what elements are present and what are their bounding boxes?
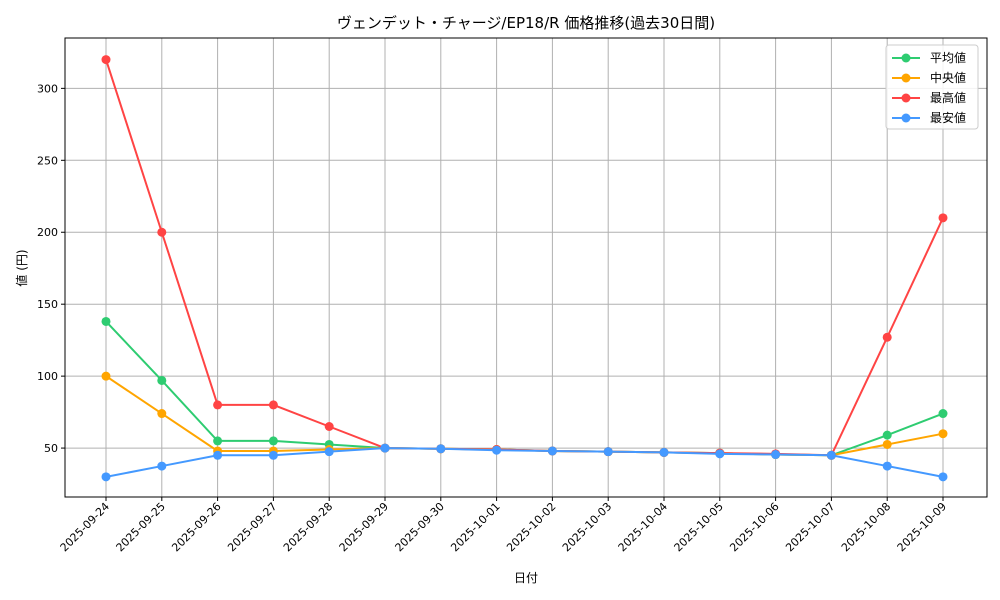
series-1 xyxy=(101,371,948,460)
data-point xyxy=(268,436,278,446)
chart-title: ヴェンデット・チャージ/EP18/R 価格推移(過去30日間) xyxy=(337,14,715,32)
x-tick-label: 2025-09-29 xyxy=(337,500,391,554)
data-point xyxy=(101,316,111,326)
legend-label: 中央値 xyxy=(930,70,966,85)
legend-marker xyxy=(901,73,911,83)
x-tick-label: 2025-10-08 xyxy=(839,500,893,554)
series-line xyxy=(105,375,944,457)
data-point xyxy=(771,450,781,460)
x-tick-label: 2025-10-03 xyxy=(560,500,614,554)
data-point xyxy=(882,430,892,440)
series-line xyxy=(105,447,944,478)
legend-marker xyxy=(901,53,911,63)
series-2 xyxy=(101,55,948,460)
y-tick-label: 200 xyxy=(37,226,58,239)
data-point xyxy=(157,375,167,385)
plot-frame xyxy=(64,37,988,498)
data-point xyxy=(324,447,334,457)
y-tick-label: 150 xyxy=(37,298,58,311)
legend-label: 最高値 xyxy=(930,90,966,105)
series-3 xyxy=(101,443,948,482)
data-point xyxy=(882,439,892,449)
data-point xyxy=(659,447,669,457)
x-ticks: 2025-09-24 2025-09-25 2025-09-26 2025-09-27… xyxy=(58,497,949,554)
y-tick-label: 100 xyxy=(37,370,58,383)
x-tick-label: 2025-09-27 xyxy=(225,500,279,554)
x-tick-label: 2025-10-05 xyxy=(672,500,726,554)
data-point xyxy=(715,449,725,459)
data-point xyxy=(603,447,613,457)
x-tick-label: 2025-09-25 xyxy=(114,500,168,554)
legend-box xyxy=(885,44,979,130)
data-point xyxy=(213,436,223,446)
data-point xyxy=(268,400,278,410)
data-point xyxy=(882,332,892,342)
series-0 xyxy=(101,316,948,460)
x-tick-label: 2025-09-28 xyxy=(281,500,335,554)
data-point xyxy=(213,450,223,460)
data-point xyxy=(157,409,167,419)
legend-marker xyxy=(901,113,911,123)
y-tick-label: 300 xyxy=(37,82,58,95)
data-point xyxy=(826,450,836,460)
data-point xyxy=(101,55,111,65)
y-tick-label: 250 xyxy=(37,154,58,167)
data-point xyxy=(157,461,167,471)
data-point xyxy=(938,409,948,419)
data-point xyxy=(938,472,948,482)
y-tick-label: 50 xyxy=(44,442,58,455)
x-tick-label: 2025-10-09 xyxy=(895,500,949,554)
data-point xyxy=(380,443,390,453)
legend-label: 平均値 xyxy=(930,50,966,65)
data-point xyxy=(882,461,892,471)
x-tick-label: 2025-10-07 xyxy=(783,500,837,554)
series-line xyxy=(105,59,944,457)
data-point xyxy=(268,450,278,460)
grid xyxy=(65,38,987,497)
data-point xyxy=(547,446,557,456)
data-point xyxy=(213,400,223,410)
series-line xyxy=(105,320,944,457)
x-tick-label: 2025-10-04 xyxy=(616,500,670,554)
x-tick-label: 2025-09-26 xyxy=(169,500,223,554)
data-point xyxy=(436,444,446,454)
legend-marker xyxy=(901,93,911,103)
data-point xyxy=(492,445,502,455)
data-point xyxy=(938,429,948,439)
data-point xyxy=(938,213,948,223)
y-axis-label: 値 (円) xyxy=(14,249,29,286)
series-group xyxy=(101,55,948,482)
legend-label: 最安値 xyxy=(930,110,966,125)
x-tick-label: 2025-10-01 xyxy=(448,500,502,554)
data-point xyxy=(324,421,334,431)
data-point xyxy=(101,371,111,381)
x-axis-label: 日付 xyxy=(514,571,538,585)
y-ticks: 50 100 150 200 250 300 xyxy=(37,82,65,455)
x-tick-label: 2025-09-30 xyxy=(393,500,447,554)
x-tick-label: 2025-09-24 xyxy=(58,500,112,554)
data-point xyxy=(101,472,111,482)
data-point xyxy=(157,227,167,237)
x-tick-label: 2025-10-06 xyxy=(727,500,781,554)
x-tick-label: 2025-10-02 xyxy=(504,500,558,554)
